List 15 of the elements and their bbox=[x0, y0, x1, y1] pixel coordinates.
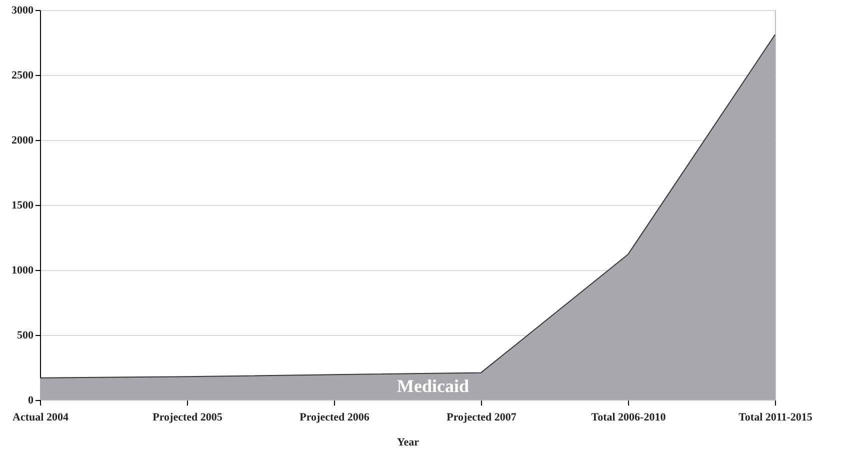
y-tick-label: 1000 bbox=[12, 264, 34, 276]
y-tick-label: 0 bbox=[28, 394, 34, 406]
series-label: Medicaid bbox=[397, 376, 469, 396]
y-tick-label: 2500 bbox=[12, 70, 34, 82]
x-tick-label: Projected 2007 bbox=[446, 412, 517, 424]
x-axis-title: Year bbox=[397, 436, 420, 448]
x-tick-label: Actual 2004 bbox=[12, 412, 69, 424]
x-tick-label: Projected 2005 bbox=[152, 412, 223, 424]
y-tick-label: 1500 bbox=[12, 200, 34, 212]
y-tick-label: 3000 bbox=[12, 4, 34, 16]
x-tick-label: Total 2006-2010 bbox=[591, 412, 666, 424]
y-tick-label: 2000 bbox=[12, 134, 34, 146]
x-tick-label: Projected 2006 bbox=[300, 412, 370, 424]
x-tick-label: Total 2011-2015 bbox=[738, 412, 813, 424]
y-tick-label: 500 bbox=[17, 330, 34, 342]
